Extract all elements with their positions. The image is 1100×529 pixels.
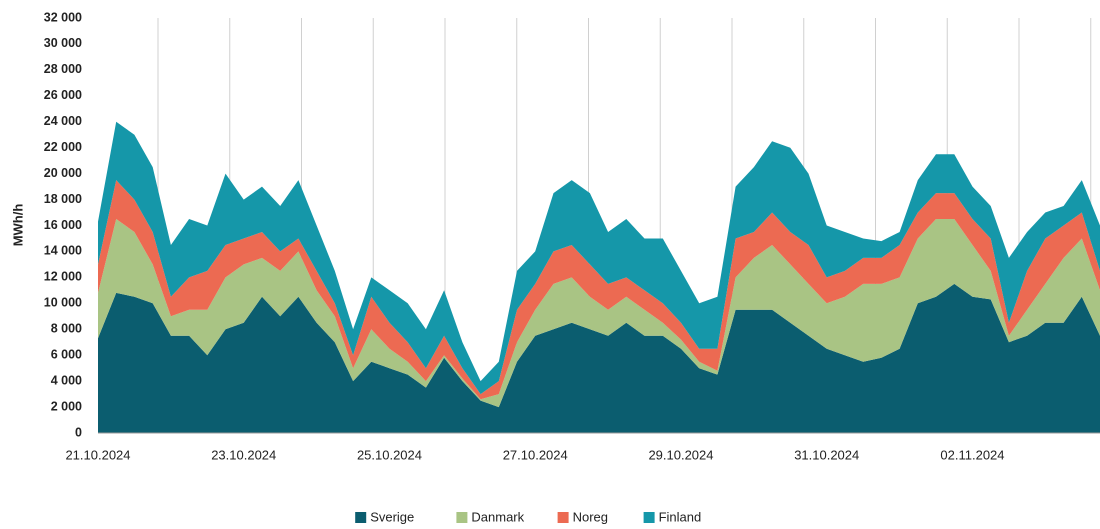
legend-label: Finland: [659, 509, 702, 524]
y-tick-label: 30 000: [44, 36, 82, 50]
legend-label: Sverige: [370, 509, 414, 524]
y-tick-label: 24 000: [44, 114, 82, 128]
y-tick-label: 0: [75, 425, 82, 439]
legend-swatch: [456, 512, 468, 523]
y-tick-label: 22 000: [44, 140, 82, 154]
area: [98, 283, 1100, 433]
y-tick-label: 26 000: [44, 88, 82, 102]
legend-label: Danmark: [471, 509, 524, 524]
y-axis-label: MWh/h: [10, 204, 25, 247]
x-tick-label: 29.10.2024: [648, 447, 713, 462]
x-tick-label: 23.10.2024: [211, 447, 276, 462]
legend-swatch: [643, 512, 655, 523]
y-tick-label: 4 000: [51, 373, 82, 387]
area: [98, 219, 1100, 408]
y-tick-label: 14 000: [44, 244, 82, 258]
x-tick-label: 21.10.2024: [65, 447, 130, 462]
x-tick-label: 25.10.2024: [357, 447, 422, 462]
y-tick-label: 10 000: [44, 296, 82, 310]
legend-swatch: [557, 512, 569, 523]
y-tick-label: 6 000: [51, 347, 82, 361]
y-tick-label: 18 000: [44, 192, 82, 206]
legend-label: Noreg: [573, 509, 608, 524]
y-tick-label: 12 000: [44, 270, 82, 284]
legend-swatch: [355, 512, 367, 523]
y-tick-label: 28 000: [44, 62, 82, 76]
x-tick-label: 02.11.2024: [940, 447, 1004, 462]
y-tick-label: 16 000: [44, 218, 82, 232]
area: [98, 121, 1100, 395]
y-tick-label: 2 000: [51, 399, 82, 413]
y-tick-label: 8 000: [51, 322, 82, 336]
y-tick-label: 20 000: [44, 166, 82, 180]
x-tick-label: 31.10.2024: [794, 447, 859, 462]
x-tick-label: 27.10.2024: [503, 447, 568, 462]
area: [98, 180, 1100, 400]
y-tick-label: 32 000: [44, 10, 82, 24]
